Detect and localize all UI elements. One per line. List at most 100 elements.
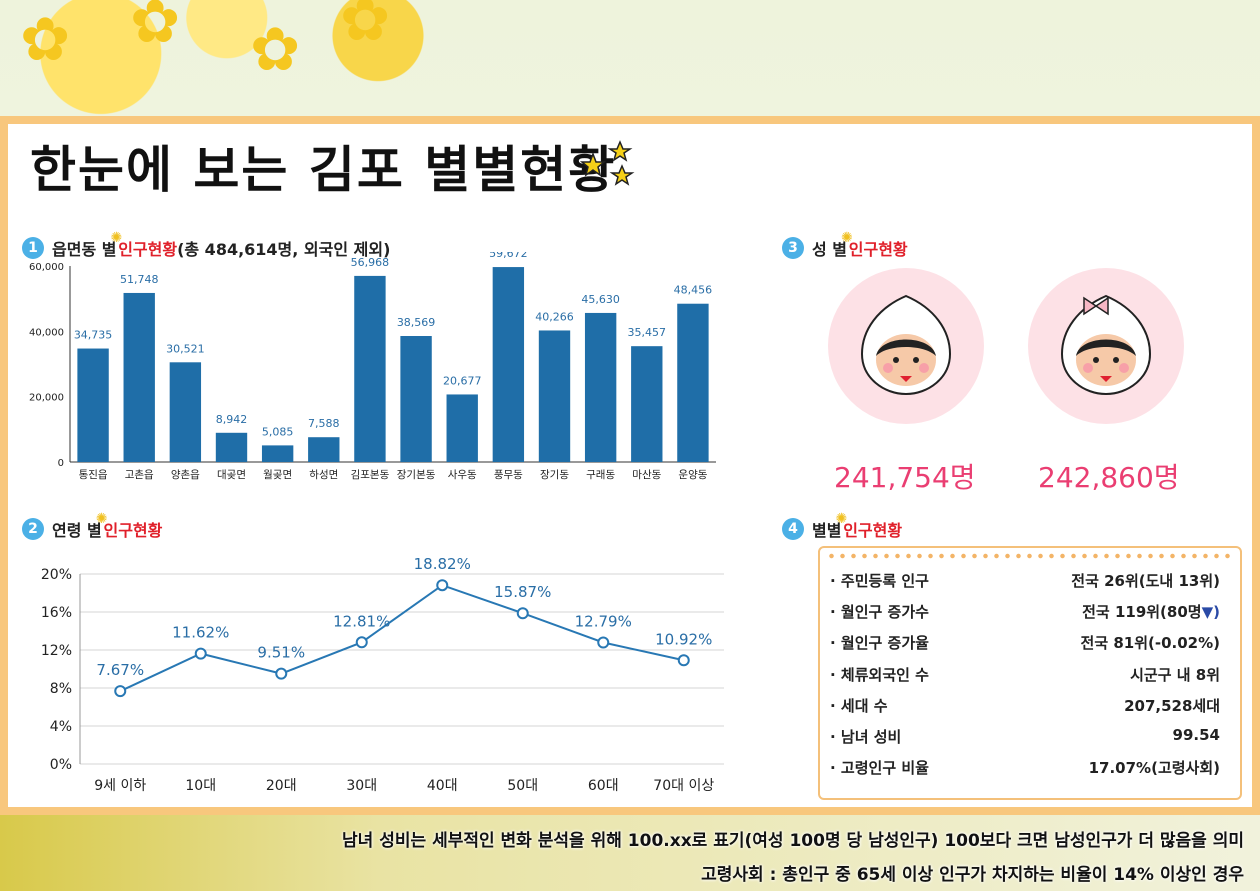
bottom-background xyxy=(0,811,1260,891)
stat-value: 99.54 xyxy=(1172,726,1220,744)
stat-label: · 주민등록 인구 xyxy=(830,572,929,590)
section-number: 2 xyxy=(22,518,44,540)
bar xyxy=(77,348,109,462)
bar-value-label: 40,266 xyxy=(535,310,574,323)
stat-label: · 남녀 성비 xyxy=(830,728,902,746)
stat-row: · 월인구 증가율 전국 81위(-0.02%) xyxy=(830,632,1220,656)
footnote: 남녀 성비는 세부적인 변화 분석을 위해 100.xx로 표기(여성 100명… xyxy=(342,831,1244,851)
bar-value-label: 30,521 xyxy=(166,342,205,355)
stat-label: · 월인구 증가율 xyxy=(830,634,929,652)
section-prefix: 읍면동 별 xyxy=(52,240,117,259)
line-chart: 0% 4% 8% 12% 16% 20% 7.67% 9세 이하 11.62% 10대 9.51% 2… xyxy=(41,555,724,794)
stat-value: 17.07%(고령사회) xyxy=(1088,759,1220,777)
section-highlight: 인구현황 xyxy=(848,240,908,259)
bar xyxy=(631,346,663,462)
stat-row: · 체류외국인 수 시군구 내 8위 xyxy=(830,664,1220,688)
x-tick-label: 10대 xyxy=(185,778,216,794)
data-label: 10.92% xyxy=(655,630,712,648)
bar xyxy=(123,292,155,462)
stat-value: 전국 81위(-0.02%) xyxy=(1080,634,1220,652)
stat-label: · 고령인구 비율 xyxy=(830,759,929,777)
flower-icon: ✿ xyxy=(130,0,181,57)
bar-value-label: 34,735 xyxy=(74,329,113,342)
y-tick-label: 0% xyxy=(50,757,72,773)
y-tick-label: 60,000 xyxy=(29,262,64,273)
stat-label: · 체류외국인 수 xyxy=(830,666,929,684)
section-4-heading: 4 별별 ✺ 인구현황 xyxy=(782,511,902,541)
male-avatar xyxy=(828,268,984,424)
data-point xyxy=(516,607,529,620)
dotted-border xyxy=(826,552,1234,560)
stat-row: · 세대 수 207,528세대 xyxy=(830,695,1220,719)
bar xyxy=(261,445,294,462)
x-tick-label: 하성면 xyxy=(309,468,338,481)
section-prefix: 별별 xyxy=(812,521,842,540)
x-tick-label: 장기본동 xyxy=(397,469,436,481)
x-tick-label: 마산동 xyxy=(632,469,661,481)
stat-value: 전국 119위(80명▼) xyxy=(1082,601,1220,625)
bar xyxy=(492,267,525,462)
section-suffix: (총 484,614명, 외국인 제외) xyxy=(177,240,391,259)
stat-row: · 남녀 성비 99.54 xyxy=(830,726,1220,750)
x-tick-label: 운양동 xyxy=(678,469,707,481)
bar-value-label: 35,457 xyxy=(628,326,667,339)
section-number: 3 xyxy=(782,237,804,259)
female-character-icon xyxy=(1060,294,1152,396)
y-tick-label: 40,000 xyxy=(29,327,64,338)
bar xyxy=(400,336,432,462)
x-tick-label: 9세 이하 xyxy=(94,778,146,794)
bar xyxy=(215,432,248,462)
x-tick-label: 40대 xyxy=(427,778,458,794)
female-count: 242,860명 xyxy=(1038,461,1180,494)
section-prefix: 연령 별 xyxy=(52,521,102,540)
male-character-icon xyxy=(860,294,952,396)
bar-value-label: 20,677 xyxy=(443,374,482,387)
bar-value-label: 7,588 xyxy=(308,417,340,430)
series-line xyxy=(119,584,684,693)
data-point xyxy=(597,636,610,649)
bar xyxy=(446,394,478,462)
stat-value: 전국 26위(도내 13위) xyxy=(1071,572,1220,590)
data-label: 12.79% xyxy=(575,612,632,630)
y-tick-label: 20,000 xyxy=(29,393,64,404)
section-3-heading: 3 성 별 ✺ 인구현황 xyxy=(782,230,908,260)
x-tick-label: 풍무동 xyxy=(494,469,523,481)
flower-icon: ✿ xyxy=(250,15,301,85)
section-prefix: 성 별 xyxy=(812,240,848,259)
x-tick-label: 30대 xyxy=(346,778,377,794)
male-count: 241,754명 xyxy=(834,461,976,494)
data-label: 7.67% xyxy=(96,661,144,679)
data-point xyxy=(436,579,449,592)
bar-value-label: 59,672 xyxy=(489,252,528,260)
bar-value-label: 56,968 xyxy=(351,256,390,269)
stat-row: · 주민등록 인구 전국 26위(도내 13위) xyxy=(830,570,1220,594)
data-point xyxy=(677,654,690,667)
sparkle-icon: ✺ xyxy=(110,230,123,246)
stat-value: 207,528세대 xyxy=(1124,697,1220,715)
bar-value-label: 51,748 xyxy=(120,273,159,286)
footnote: 고령사회 : 총인구 중 65세 이상 인구가 차지하는 비율이 14% 이상인… xyxy=(701,865,1244,885)
bar xyxy=(677,303,709,462)
stat-row: · 월인구 증가수 전국 119위(80명▼) xyxy=(830,601,1220,625)
down-triangle-icon: ▼) xyxy=(1201,603,1220,621)
bar xyxy=(308,437,340,462)
x-tick-label: 통진읍 xyxy=(79,469,108,481)
flower-icon: ✿ xyxy=(340,0,391,55)
bar xyxy=(169,362,202,462)
info-panel: 한눈에 보는 김포 별별현황 1 읍면동 별 ✺ 인구현황 (총 484,614… xyxy=(0,116,1260,815)
x-tick-label: 60대 xyxy=(588,778,619,794)
x-tick-label: 구래동 xyxy=(586,469,615,481)
sparkle-stars-icon xyxy=(579,140,635,186)
section-number: 4 xyxy=(782,518,804,540)
bar-value-label: 48,456 xyxy=(674,284,713,297)
stat-label: · 월인구 증가수 xyxy=(830,603,929,621)
y-tick-label: 8% xyxy=(50,681,72,697)
page-title: 한눈에 보는 김포 별별현황 xyxy=(30,141,617,199)
sparkle-icon: ✺ xyxy=(835,511,848,527)
x-tick-label: 대곶면 xyxy=(217,469,246,481)
data-label: 15.87% xyxy=(494,583,551,601)
x-tick-label: 월곶면 xyxy=(263,469,292,481)
bar-value-label: 45,630 xyxy=(581,293,620,306)
y-tick-label: 0 xyxy=(58,458,64,469)
x-tick-label: 70대 이상 xyxy=(653,778,714,794)
